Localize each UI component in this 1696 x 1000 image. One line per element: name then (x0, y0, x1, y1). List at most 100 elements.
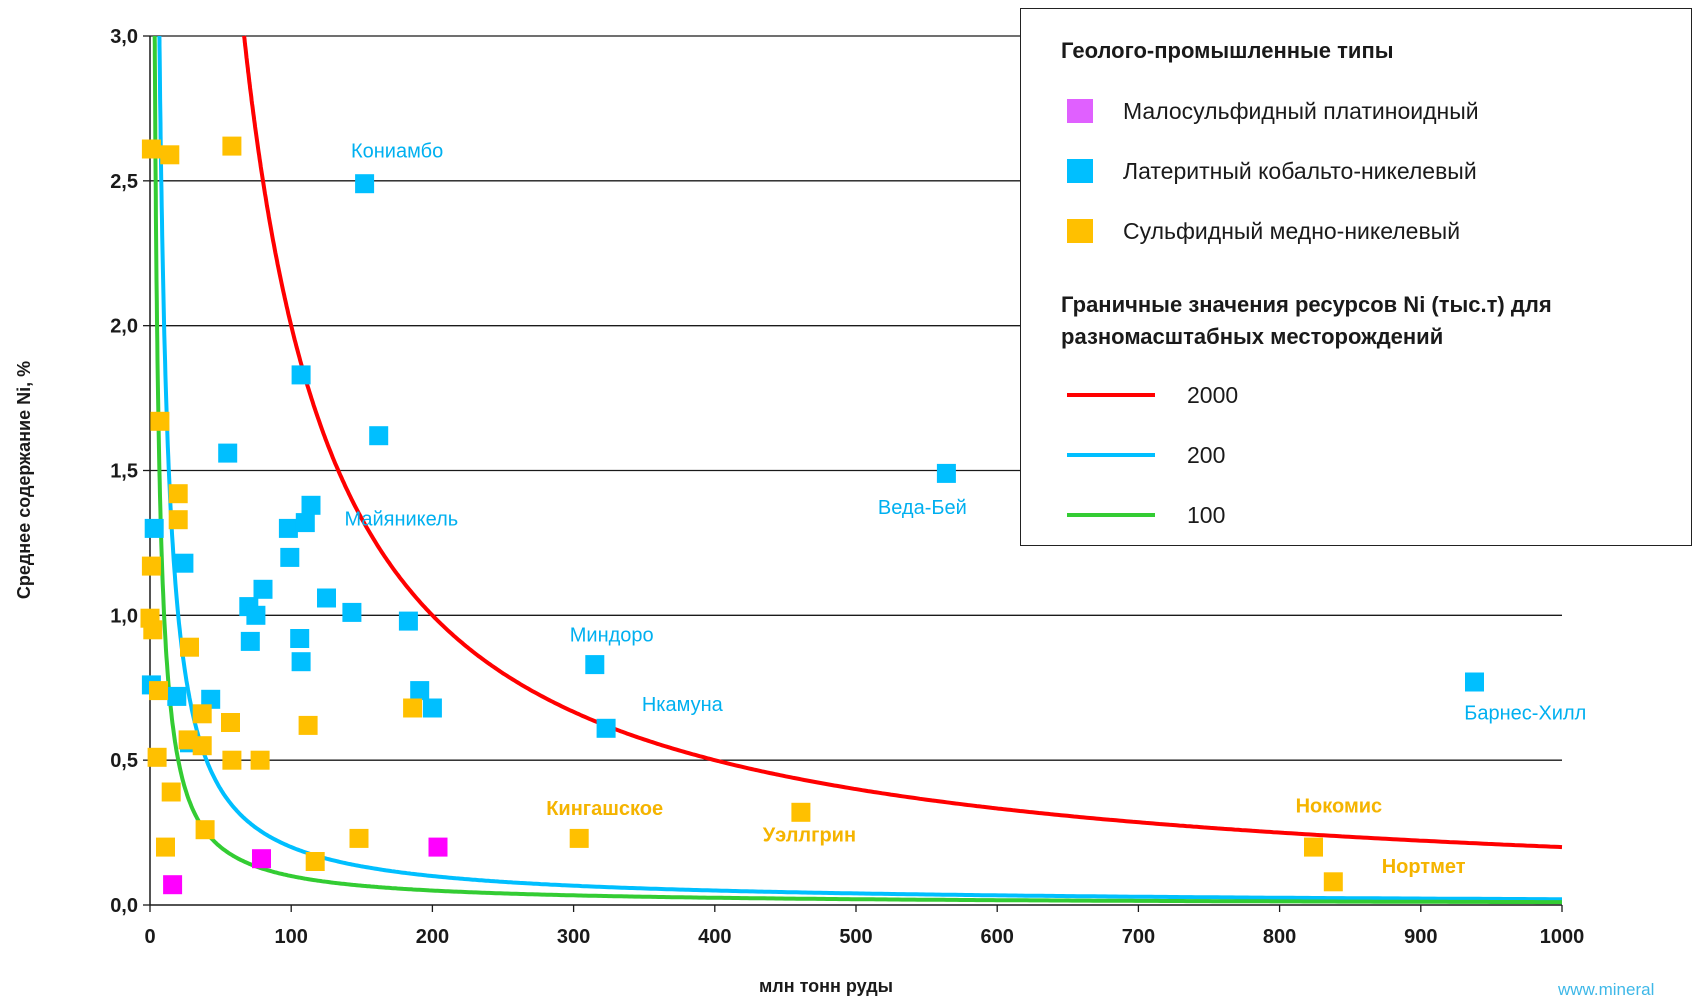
point-series-1 (290, 629, 310, 648)
point-series-2 (150, 411, 170, 431)
legend-title-types: Геолого-промышленные типы (1061, 38, 1394, 63)
legend-label: 100 (1187, 501, 1226, 528)
deposit-label: Уэллгрин (763, 824, 856, 846)
grid-lines (150, 35, 1562, 761)
point-series-1 (174, 553, 194, 573)
point-series-2 (192, 704, 212, 724)
point-series-1 (596, 718, 616, 738)
point-series-2 (161, 782, 181, 802)
x-tick-labels: 0 100 200 300 400 500 600 700 800 900 1000 (144, 926, 1584, 948)
point-series-2 (149, 681, 168, 701)
x-tick-label: 800 (1263, 926, 1296, 948)
point-series-2 (168, 484, 188, 504)
point-series-2 (221, 713, 240, 732)
legend-label: Латеритный кобальто-никелевый (1123, 157, 1477, 184)
legend-item-laterite: Латеритный кобальто-никелевый (1067, 155, 1477, 187)
point-series-2 (156, 837, 175, 857)
deposit-label: Нкамуна (642, 694, 724, 716)
point-series-2 (180, 637, 199, 657)
y-tick-label: 2,5 (110, 171, 138, 193)
point-series-2 (250, 750, 270, 770)
legend-swatch-magenta (1067, 99, 1093, 123)
point-series-1 (291, 365, 311, 385)
point-series-2 (141, 556, 161, 576)
point-series-2 (569, 828, 589, 848)
point-series-2 (349, 828, 369, 848)
point-series-2 (168, 510, 188, 530)
watermark: www.mineral (1558, 980, 1655, 999)
x-tick-label: 900 (1404, 926, 1437, 948)
point-series-2 (298, 715, 318, 735)
point-series-2 (147, 747, 167, 767)
legend-label: 200 (1187, 441, 1226, 468)
legend-swatch-yellow (1067, 219, 1093, 243)
point-series-1 (355, 174, 375, 194)
legend-line-green (1067, 513, 1155, 517)
point-series-1 (280, 547, 300, 567)
x-axis-title: млн тонн руды (759, 976, 893, 996)
point-series-1 (1465, 672, 1484, 692)
deposit-labels: Кониамбо Майяникель Веда-Бей Миндоро Нкамуна… (344, 141, 1586, 878)
legend-item-curve-200: 200 (1067, 439, 1225, 471)
point-series-2 (143, 620, 163, 640)
deposit-label: Нокомис (1296, 795, 1383, 817)
x-tick-label: 700 (1122, 926, 1155, 948)
curve-2000 (242, 35, 1563, 850)
point-series-2 (403, 698, 423, 718)
point-series-1 (144, 518, 164, 538)
x-tick-label: 0 (144, 926, 155, 948)
legend-swatch-cyan (1067, 159, 1093, 183)
point-series-1 (167, 686, 187, 706)
point-series-1 (317, 588, 336, 608)
point-series-1 (246, 605, 266, 625)
curve-200 (157, 36, 1562, 902)
point-series-2 (305, 852, 325, 871)
point-series-2 (791, 802, 811, 822)
point-series-0 (428, 837, 448, 857)
legend-label: Малосульфидный платиноидный (1123, 97, 1479, 124)
legend-item-curve-100: 100 (1067, 499, 1225, 531)
point-series-2 (222, 136, 242, 156)
deposit-label: Кониамбо (351, 141, 443, 163)
y-axis-title: Среднее содержание Ni, % (14, 361, 34, 599)
x-tick-label: 400 (698, 926, 731, 948)
x-tick-label: 200 (416, 926, 449, 948)
legend-line-red (1067, 393, 1155, 397)
deposit-label: Кингашское (546, 798, 663, 820)
x-tick-label: 1000 (1540, 926, 1585, 948)
y-tick-label: 0,0 (110, 895, 138, 917)
deposit-label: Нортмет (1382, 856, 1466, 878)
x-tick-label: 600 (981, 926, 1014, 948)
point-series-2 (1323, 872, 1343, 892)
deposit-label: Миндоро (570, 624, 654, 646)
legend-line-blue (1067, 453, 1155, 457)
y-tick-label: 1,0 (110, 605, 138, 627)
legend-title-curves: Граничные значения ресурсов Ni (тыс.т) д… (1061, 292, 1552, 349)
x-tick-label: 300 (557, 926, 590, 948)
point-series-1 (410, 681, 430, 701)
legend: Геолого-промышленные типы Малосульфидный… (1020, 8, 1692, 546)
point-series-1 (342, 602, 362, 622)
point-series-1 (201, 689, 221, 709)
legend-label: 2000 (1187, 381, 1239, 408)
y-tick-label: 2,0 (110, 316, 138, 338)
deposit-label: Барнес-Хилл (1464, 703, 1586, 725)
deposit-label: Веда-Бей (878, 497, 967, 519)
legend-label: Сульфидный медно-никелевый (1123, 217, 1461, 244)
legend-item-curve-2000: 2000 (1067, 379, 1238, 411)
point-series-2 (192, 736, 212, 756)
y-tick-labels: 0,0 0,5 1,0 1,5 2,0 2,5 3,0 (110, 26, 138, 917)
point-series-0 (163, 875, 183, 895)
legend-item-sulfide: Сульфидный медно-никелевый (1067, 215, 1460, 247)
point-series-1 (585, 655, 605, 675)
deposit-label: Майяникель (344, 509, 458, 531)
point-series-1 (369, 426, 389, 446)
point-series-1 (291, 652, 311, 672)
point-series-1 (936, 463, 956, 483)
y-tick-label: 3,0 (110, 26, 138, 48)
x-tick-label: 100 (275, 926, 308, 948)
point-series-1 (422, 698, 442, 718)
point-series-1 (301, 495, 321, 515)
y-tick-label: 1,5 (110, 461, 138, 483)
